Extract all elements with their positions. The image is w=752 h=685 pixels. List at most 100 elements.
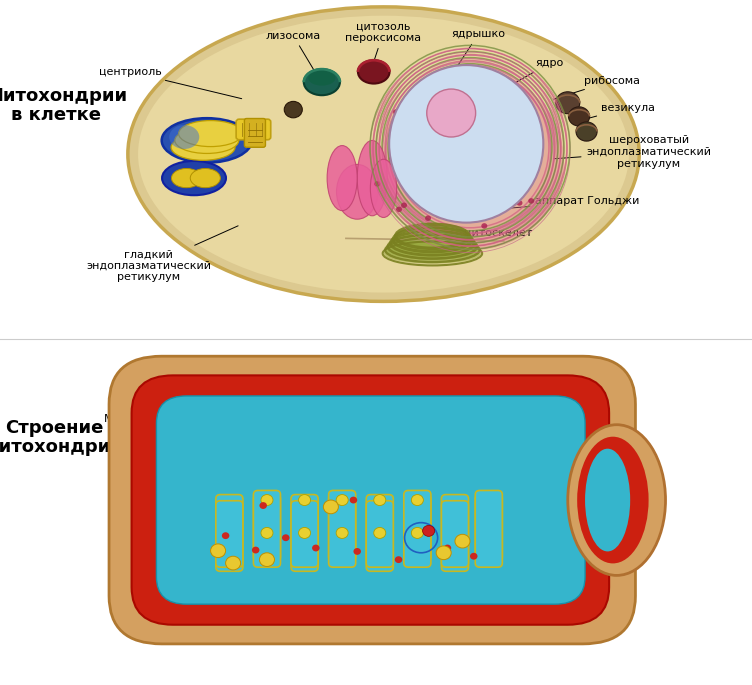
Circle shape xyxy=(350,497,357,503)
FancyBboxPatch shape xyxy=(216,501,243,567)
Ellipse shape xyxy=(394,229,471,250)
Text: гладкий
эндоплазматический
ретикулум: гладкий эндоплазматический ретикулум xyxy=(86,226,238,282)
Circle shape xyxy=(226,556,241,570)
Ellipse shape xyxy=(162,161,226,195)
FancyBboxPatch shape xyxy=(329,490,356,567)
FancyBboxPatch shape xyxy=(475,490,502,567)
Ellipse shape xyxy=(179,121,243,147)
Ellipse shape xyxy=(336,164,378,219)
Circle shape xyxy=(395,556,402,563)
Circle shape xyxy=(336,527,348,538)
Circle shape xyxy=(252,547,259,553)
Circle shape xyxy=(411,495,423,506)
Text: Матрикс: Матрикс xyxy=(277,401,351,432)
Ellipse shape xyxy=(370,160,397,218)
Ellipse shape xyxy=(308,71,335,86)
Ellipse shape xyxy=(427,89,475,137)
Text: Строение: Строение xyxy=(5,419,103,437)
FancyBboxPatch shape xyxy=(441,495,468,571)
Ellipse shape xyxy=(171,169,202,188)
Circle shape xyxy=(259,553,274,566)
Circle shape xyxy=(282,534,290,541)
Text: рибосома: рибосома xyxy=(554,76,639,99)
FancyBboxPatch shape xyxy=(475,495,502,561)
Circle shape xyxy=(353,548,361,555)
FancyBboxPatch shape xyxy=(441,501,468,567)
Text: митохондрии: митохондрии xyxy=(0,438,123,456)
Text: ДНК: ДНК xyxy=(399,556,424,585)
Circle shape xyxy=(484,204,490,210)
Text: Межмембранное
пространство: Межмембранное пространство xyxy=(104,414,279,453)
Circle shape xyxy=(336,495,348,506)
Circle shape xyxy=(299,527,311,538)
Text: в клетке: в клетке xyxy=(11,106,102,124)
Circle shape xyxy=(556,92,580,114)
Circle shape xyxy=(211,544,226,558)
Text: лизосома: лизосома xyxy=(265,31,321,71)
FancyBboxPatch shape xyxy=(366,501,393,567)
Circle shape xyxy=(438,87,444,92)
Circle shape xyxy=(401,203,407,208)
Ellipse shape xyxy=(190,169,220,188)
FancyBboxPatch shape xyxy=(253,495,280,561)
Text: Кристы: Кристы xyxy=(205,461,309,476)
FancyBboxPatch shape xyxy=(291,495,318,571)
Circle shape xyxy=(259,502,267,509)
Circle shape xyxy=(528,198,534,203)
Circle shape xyxy=(299,495,311,506)
Circle shape xyxy=(436,546,451,560)
Ellipse shape xyxy=(327,146,357,211)
Text: цитозоль
пероксисома: цитозоль пероксисома xyxy=(345,21,422,66)
Ellipse shape xyxy=(138,16,629,292)
Circle shape xyxy=(472,202,478,208)
Ellipse shape xyxy=(171,134,235,160)
Circle shape xyxy=(569,107,590,126)
Ellipse shape xyxy=(389,236,476,257)
Ellipse shape xyxy=(169,125,199,149)
Text: Рибосомы: Рибосомы xyxy=(168,484,290,499)
Circle shape xyxy=(423,525,435,536)
Ellipse shape xyxy=(387,240,478,260)
Circle shape xyxy=(481,223,487,229)
FancyBboxPatch shape xyxy=(216,495,243,571)
Ellipse shape xyxy=(357,140,387,216)
Circle shape xyxy=(374,527,386,538)
Circle shape xyxy=(396,207,402,212)
Circle shape xyxy=(323,500,338,514)
Circle shape xyxy=(435,213,441,219)
FancyBboxPatch shape xyxy=(109,356,635,644)
FancyBboxPatch shape xyxy=(244,119,265,147)
Text: аппарат Гольджи: аппарат Гольджи xyxy=(488,197,640,210)
Ellipse shape xyxy=(128,7,639,301)
Text: ядро: ядро xyxy=(497,58,564,93)
Ellipse shape xyxy=(174,127,239,153)
Ellipse shape xyxy=(585,449,630,551)
FancyBboxPatch shape xyxy=(236,119,271,140)
Circle shape xyxy=(390,155,396,161)
Text: Наружная
мембрана: Наружная мембрана xyxy=(483,561,587,592)
Circle shape xyxy=(284,101,302,118)
Text: везикула: везикула xyxy=(573,103,655,123)
Ellipse shape xyxy=(392,233,473,253)
Ellipse shape xyxy=(384,72,564,250)
FancyBboxPatch shape xyxy=(404,490,431,567)
Circle shape xyxy=(222,532,229,539)
Circle shape xyxy=(517,200,523,206)
Circle shape xyxy=(444,545,451,551)
Circle shape xyxy=(482,91,488,97)
Ellipse shape xyxy=(304,69,340,95)
Ellipse shape xyxy=(578,437,648,563)
Text: цитоскелет: цитоскелет xyxy=(426,228,532,240)
Ellipse shape xyxy=(162,118,252,163)
Text: Гранулы: Гранулы xyxy=(139,561,241,586)
Circle shape xyxy=(411,527,423,538)
Text: Молекулы
АТФ-синтазы: Молекулы АТФ-синтазы xyxy=(378,378,460,413)
Circle shape xyxy=(485,209,491,214)
Text: центриоль: центриоль xyxy=(99,67,241,99)
Text: Внутренняя
мембрана: Внутренняя мембрана xyxy=(553,499,664,521)
Ellipse shape xyxy=(358,60,390,84)
Circle shape xyxy=(374,181,381,186)
Ellipse shape xyxy=(568,425,666,575)
Ellipse shape xyxy=(396,226,468,247)
Ellipse shape xyxy=(390,65,543,223)
